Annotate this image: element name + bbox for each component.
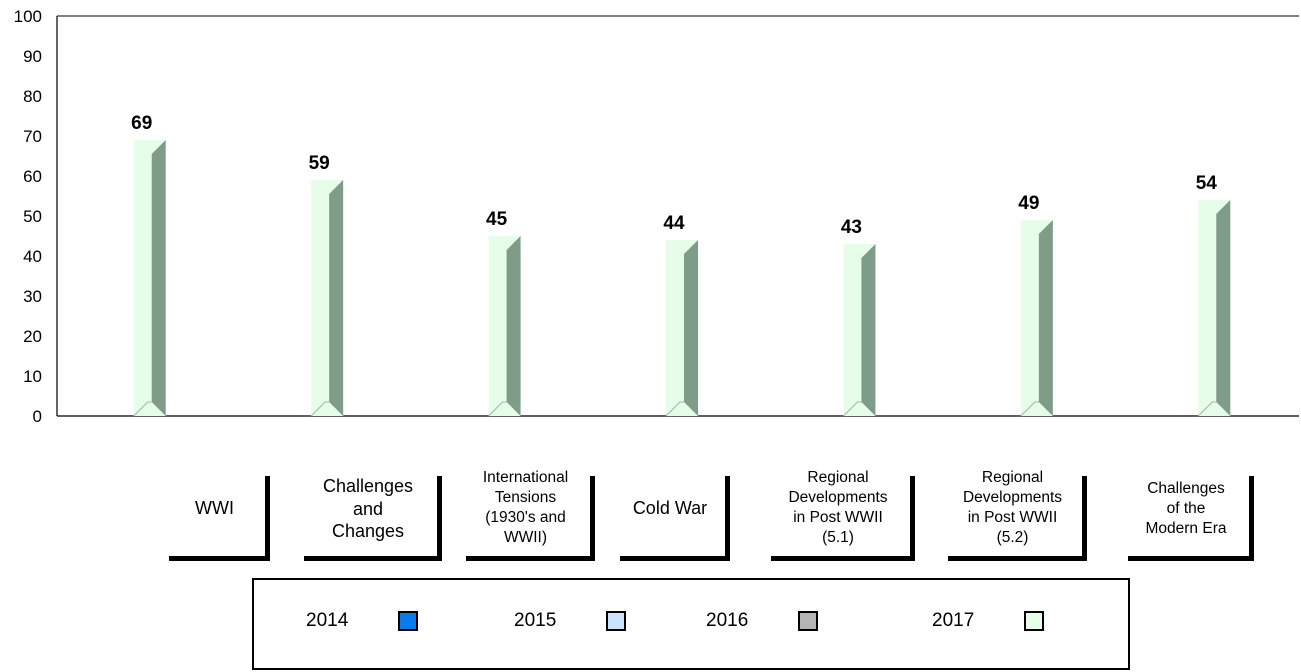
bar-side-face (684, 240, 698, 416)
category-label-line: of the (1166, 500, 1206, 518)
y-tick-label: 0 (33, 407, 42, 426)
category-label-line: Developments (962, 489, 1063, 507)
category-frame-right (1082, 476, 1087, 561)
legend-swatch (1024, 611, 1044, 631)
bar (488, 236, 521, 417)
category-label-line: WWI (195, 498, 234, 518)
bar-side-face (861, 244, 876, 416)
bar (665, 240, 698, 417)
category-label-line: Challenges (1147, 480, 1225, 497)
data-label: 69 (131, 113, 152, 134)
bar (133, 140, 166, 417)
category-label-line: and (352, 498, 384, 519)
category-frame-bottom (1128, 556, 1254, 561)
y-tick-label: 100 (14, 7, 42, 26)
category-label-line: (5.1) (822, 529, 854, 547)
bar (843, 244, 876, 417)
category-frame-right (437, 476, 442, 561)
y-tick-label: 60 (23, 167, 42, 186)
category-label: WWI (169, 497, 260, 520)
category-frame-bottom (948, 556, 1087, 561)
data-label: 45 (486, 209, 508, 230)
category-label-line: International (482, 469, 569, 486)
category-label-line: Tensions (494, 489, 557, 507)
category-label-line: (5.2) (996, 529, 1029, 547)
data-label: 44 (663, 213, 685, 234)
category-frame-bottom (620, 556, 730, 561)
category-label: Regional Developments in Post WWII (5.2) (948, 468, 1077, 549)
category-label-line: Changes (331, 521, 405, 541)
category-label-line: Regional (807, 469, 869, 486)
legend-label: 2017 (932, 610, 975, 631)
legend-item-2017: 2017 (932, 610, 1044, 632)
legend-label: 2015 (514, 610, 557, 631)
y-tick-label: 10 (23, 367, 42, 386)
bar-side-face (1038, 220, 1053, 416)
category-label-line: in Post WWII (967, 509, 1058, 527)
category-frame-right (590, 476, 595, 561)
category-frame-bottom (304, 556, 442, 561)
category-frame-right (725, 476, 730, 561)
category-label: Cold War (620, 497, 720, 520)
category-frame-right (265, 476, 270, 561)
bar (1020, 220, 1053, 417)
category-label-line: in Post WWII (793, 509, 883, 527)
category-label: Challenges of the Modern Era (1128, 479, 1244, 539)
legend-item-2015: 2015 (514, 610, 626, 632)
y-tick-label: 20 (23, 327, 42, 346)
category-frame-bottom (169, 556, 270, 561)
data-label: 43 (841, 217, 862, 238)
bar-side-face (151, 140, 166, 416)
bar-floor-edge (133, 401, 152, 417)
category-label: Challenges and Changes (304, 475, 432, 543)
legend: 2014 2015 2016 2017 (252, 578, 1130, 670)
bar-floor-edge (843, 401, 862, 417)
legend-swatch (606, 611, 626, 631)
category-label-line: Modern Era (1145, 520, 1227, 538)
data-label: 59 (309, 153, 330, 174)
category-label-line: WWII) (503, 529, 548, 547)
bar-floor-edge (1197, 401, 1217, 417)
y-tick-label: 30 (23, 287, 42, 306)
y-tick-label: 80 (23, 87, 42, 106)
y-tick-label: 50 (23, 207, 42, 226)
legend-label: 2014 (306, 610, 349, 631)
bar-side-face (1216, 200, 1231, 416)
category-label-line: Cold War (632, 498, 708, 518)
category-label: Regional Developments in Post WWII (5.1) (771, 468, 905, 549)
data-label: 49 (1018, 193, 1039, 214)
category-label: International Tensions (1930's and WWII) (466, 468, 585, 549)
legend-item-2014: 2014 (306, 610, 418, 632)
bar (1197, 200, 1231, 417)
legend-item-2016: 2016 (706, 610, 818, 632)
y-tick-label: 90 (23, 47, 42, 66)
data-label: 54 (1196, 173, 1218, 194)
y-tick-label: 70 (23, 127, 42, 146)
category-frame-right (1249, 476, 1254, 561)
category-label-line: Regional (981, 469, 1044, 486)
chart-plot: 0 10 20 30 40 50 60 70 80 90 100 69 59 45 44 43 49 54 (14, 7, 1299, 561)
bar-floor-edge (310, 401, 330, 417)
legend-label: 2016 (706, 610, 749, 631)
category-label-line: Challenges (322, 476, 414, 496)
category-frame-right (910, 476, 915, 561)
legend-swatch (398, 611, 418, 631)
bar-floor-edge (665, 401, 684, 417)
bar-floor-edge (488, 401, 507, 417)
legend-swatch (798, 611, 818, 631)
bar-floor-edge (1020, 401, 1039, 417)
category-label-line: Developments (788, 489, 888, 507)
bar-side-face (329, 180, 344, 416)
bar (310, 180, 344, 417)
bar-side-face (506, 236, 521, 416)
category-frame-bottom (466, 556, 595, 561)
category-frame-bottom (771, 556, 915, 561)
y-tick-label: 40 (23, 247, 42, 266)
category-label-line: (1930's and (485, 509, 566, 527)
